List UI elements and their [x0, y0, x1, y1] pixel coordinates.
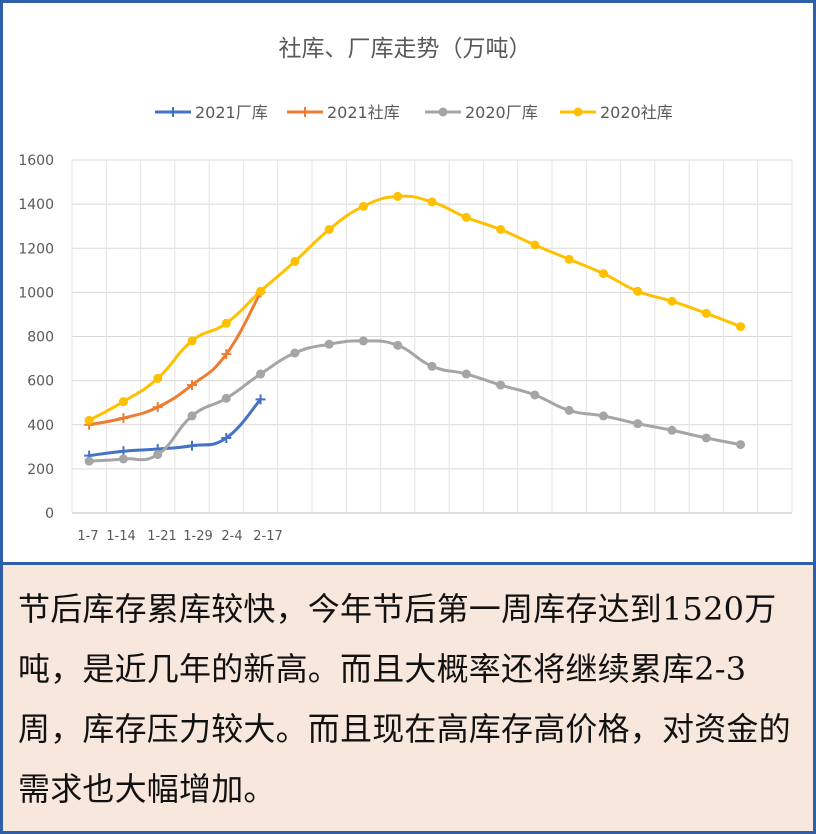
- series-point-marker: [256, 369, 266, 379]
- series-point-marker: [358, 201, 368, 211]
- x-axis-tick-label: 1-21: [147, 529, 177, 544]
- series-point-marker: [564, 254, 574, 264]
- y-axis-tick-label: 600: [27, 374, 54, 390]
- series-point-marker: [118, 454, 128, 464]
- series-point-marker: [736, 440, 746, 450]
- y-axis-tick-label: 800: [27, 330, 54, 346]
- legend-marker-2020-factory: [438, 107, 448, 117]
- series-point-marker: [701, 308, 711, 318]
- series-point-marker: [667, 296, 677, 306]
- legend-label-2020-factory: 2020厂库: [465, 103, 538, 122]
- series-point-marker: [427, 361, 437, 371]
- series-point-marker: [290, 256, 300, 266]
- series-point-marker: [667, 425, 677, 435]
- series-point-marker: [598, 411, 608, 421]
- series-point-marker: [187, 411, 197, 421]
- y-axis-tick-label: 200: [27, 462, 54, 478]
- y-axis-tick-label: 0: [45, 506, 54, 522]
- series-point-marker: [530, 390, 540, 400]
- x-axis-tick-label: 1-7: [77, 529, 98, 544]
- y-axis-tick-label: 1600: [18, 153, 54, 169]
- y-axis-tick-label: 1400: [18, 197, 54, 213]
- series-point-marker: [701, 433, 711, 443]
- line-chart: 社库、厂库走势（万吨） 2021厂库 2021社库 2020厂库 2020社库 …: [18, 36, 793, 544]
- chart-axes: 0 200 400 600 800 1000 1200 1400 1600 1-7 1-14 1-21…: [18, 153, 792, 544]
- legend-label-2020-social: 2020社库: [600, 103, 673, 122]
- series-point-marker: [187, 336, 197, 346]
- chart-grid: [71, 159, 793, 514]
- legend-marker-2020-social: [573, 107, 583, 117]
- legend-label-2021-factory: 2021厂库: [195, 103, 268, 122]
- series-point-marker: [530, 240, 540, 250]
- chart-panel: 社库、厂库走势（万吨） 2021厂库 2021社库 2020厂库 2020社库 …: [3, 3, 813, 559]
- commentary-text: 节后库存累库较快，今年节后第一周库存达到1520万吨，是近几年的新高。而且大概率…: [18, 590, 791, 808]
- x-axis-tick-label: 2-17: [253, 529, 283, 544]
- series-point-marker: [598, 269, 608, 279]
- series-point-marker: [290, 348, 300, 358]
- series-point-marker: [324, 225, 334, 234]
- chart-legend: 2021厂库 2021社库 2020厂库 2020社库: [155, 103, 673, 122]
- series-point-marker: [153, 373, 163, 383]
- y-axis-tick-label: 400: [27, 418, 54, 434]
- legend-label-2021-social: 2021社库: [327, 103, 400, 122]
- series-point-marker: [564, 405, 574, 415]
- commentary-panel: 节后库存累库较快，今年节后第一周库存达到1520万吨，是近几年的新高。而且大概率…: [3, 562, 813, 831]
- x-axis-tick-label: 1-14: [106, 529, 136, 544]
- series-point-marker: [427, 197, 437, 207]
- series-point-marker: [153, 450, 163, 460]
- series-point-marker: [256, 286, 266, 296]
- series-point-marker: [461, 369, 471, 379]
- series-point-marker: [393, 340, 403, 350]
- y-axis-tick-label: 1200: [18, 241, 54, 257]
- chart-series: [84, 191, 746, 466]
- series-point-marker: [633, 419, 643, 429]
- series-point-marker: [393, 191, 403, 201]
- series-point-marker: [84, 456, 94, 466]
- x-axis-tick-label: 1-29: [183, 529, 213, 544]
- series-point-marker: [496, 225, 506, 234]
- series-point-marker: [118, 397, 128, 407]
- series-point-marker: [461, 212, 471, 222]
- series-point-marker: [221, 393, 231, 403]
- series-point-marker: [496, 380, 506, 390]
- series-point-marker: [324, 339, 334, 349]
- x-axis-tick-label: 2-4: [221, 529, 242, 544]
- series-point-marker: [358, 336, 368, 346]
- y-axis-tick-label: 1000: [18, 285, 54, 301]
- series-point-marker: [84, 415, 94, 425]
- chart-title: 社库、厂库走势（万吨）: [279, 36, 532, 62]
- series-point-marker: [221, 318, 231, 328]
- series-point-marker: [633, 286, 643, 296]
- series-point-marker: [736, 322, 746, 332]
